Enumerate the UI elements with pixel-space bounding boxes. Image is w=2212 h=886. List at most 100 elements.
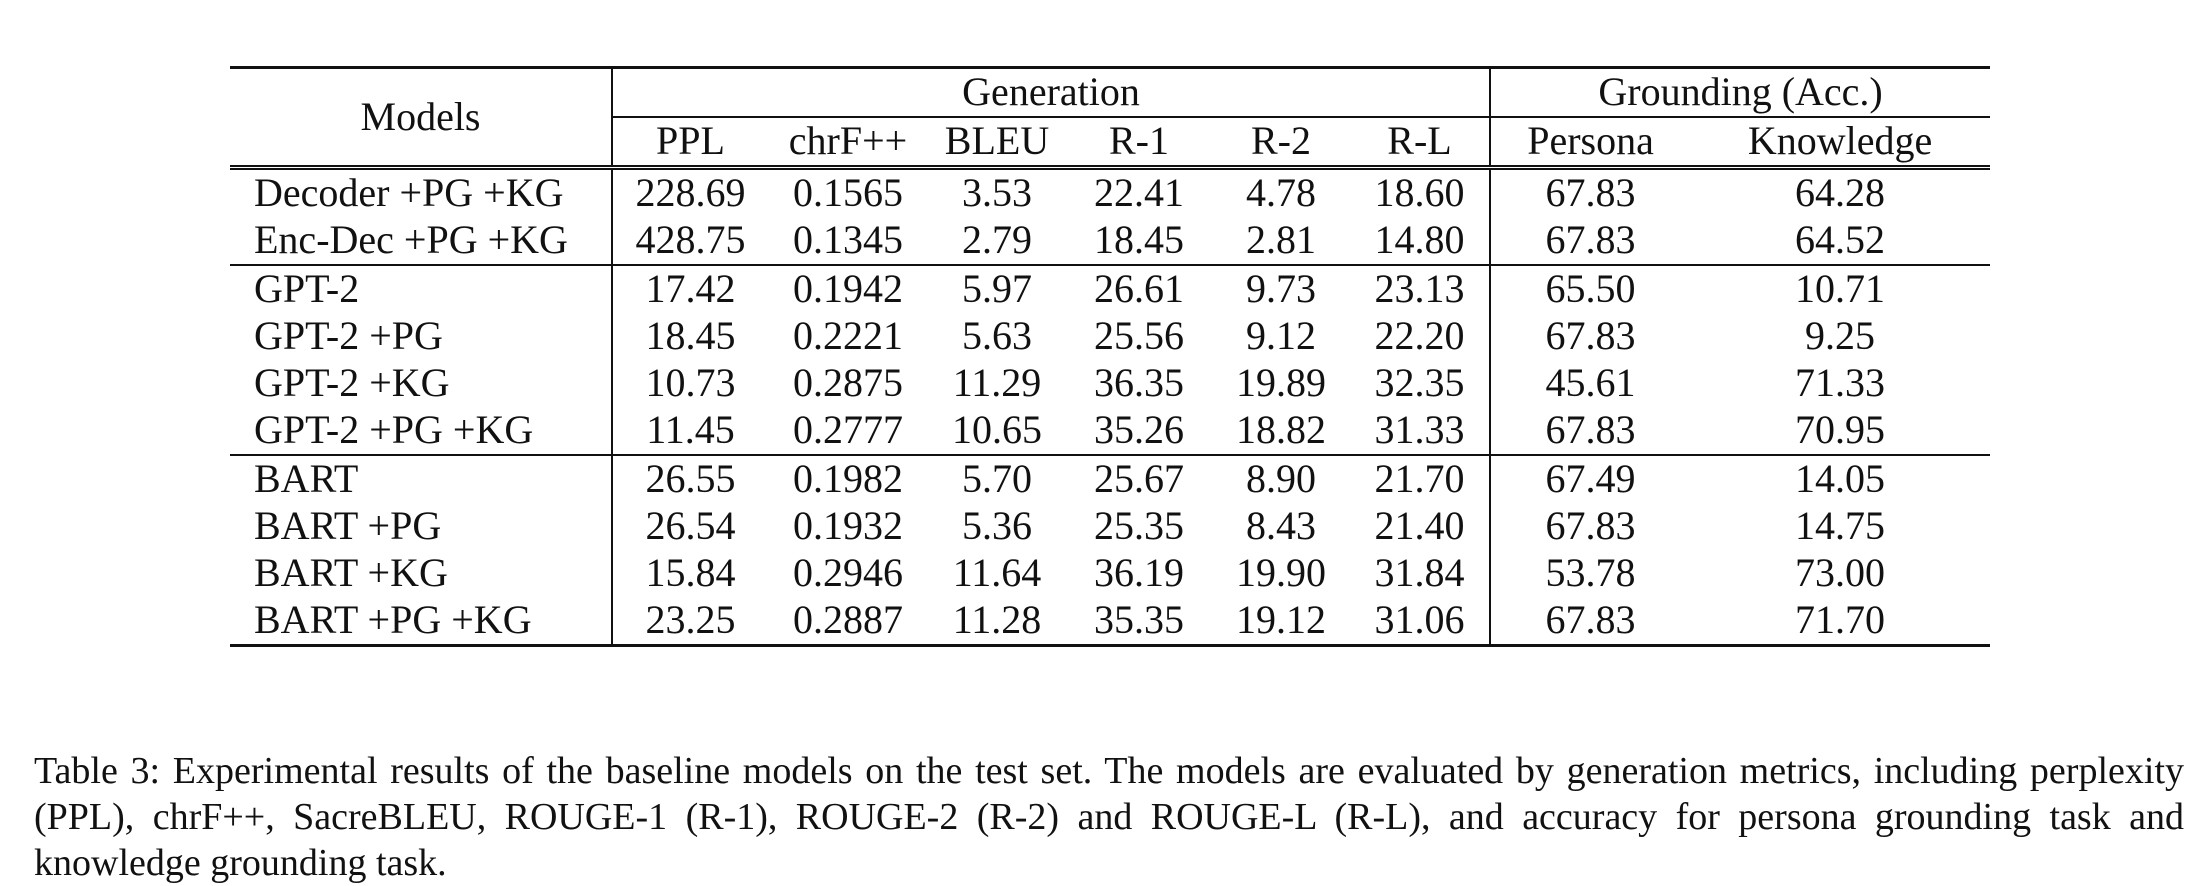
value-cell: 9.12 bbox=[1246, 313, 1316, 358]
table-header: Models Generation Grounding (Acc.) PPL c… bbox=[230, 67, 1991, 168]
value-cell: 31.06 bbox=[1350, 597, 1492, 646]
value-cell: 14.05 bbox=[1690, 454, 1991, 503]
value-cell: 5.36 bbox=[962, 503, 1032, 548]
table-row: GPT-2 +PG +KG 11.45 0.2777 10.65 35.26 18.82 3… bbox=[230, 407, 1990, 455]
model-name-cell: BART +PG +KG bbox=[230, 597, 613, 646]
value-cell: 36.35 bbox=[1094, 360, 1184, 405]
column-header-chrf: chrF++ bbox=[788, 118, 908, 163]
value-cell: 67.49 bbox=[1490, 454, 1691, 503]
value-cell: 14.75 bbox=[1795, 503, 1886, 548]
value-cell: 9.25 bbox=[1805, 313, 1876, 358]
value-cell: 23.25 bbox=[645, 597, 736, 642]
value-cell: 9.73 bbox=[1212, 264, 1350, 313]
value-cell: 67.83 bbox=[1545, 597, 1636, 642]
table-body: Decoder +PG +KG 228.69 0.1565 3.53 22.41 4.78… bbox=[230, 165, 1991, 646]
value-cell: 4.78 bbox=[1212, 165, 1350, 217]
table-row: GPT-2 +KG 10.73 0.2875 11.29 36.35 19.89 32.35… bbox=[230, 360, 1990, 407]
model-name-cell: BART bbox=[230, 454, 613, 503]
column-header-knowledge: Knowledge bbox=[1747, 118, 1933, 163]
value-cell: 35.26 bbox=[1094, 407, 1184, 452]
value-cell: 228.69 bbox=[612, 165, 768, 217]
model-name-cell: GPT-2 bbox=[230, 264, 613, 313]
value-cell: 18.60 bbox=[1350, 165, 1492, 217]
value-cell: 25.56 bbox=[1094, 313, 1184, 358]
value-cell: 22.41 bbox=[1066, 165, 1212, 217]
value-cell: 22.20 bbox=[1350, 313, 1492, 360]
value-cell: 428.75 bbox=[635, 217, 746, 262]
value-cell: 11.29 bbox=[952, 360, 1042, 405]
value-cell: 11.45 bbox=[646, 407, 735, 452]
value-cell: 26.55 bbox=[612, 454, 768, 503]
model-name-cell: Decoder +PG +KG bbox=[230, 165, 613, 217]
column-header-ppl: PPL bbox=[656, 118, 725, 163]
value-cell: 0.2887 bbox=[793, 597, 903, 642]
value-cell: 18.82 bbox=[1236, 407, 1326, 452]
value-cell: 2.79 bbox=[962, 217, 1032, 262]
value-cell: 17.42 bbox=[612, 264, 768, 313]
value-cell: 31.84 bbox=[1350, 550, 1492, 597]
table-row: Decoder +PG +KG 228.69 0.1565 3.53 22.41 4.78… bbox=[230, 165, 1991, 217]
column-header-r2: R-2 bbox=[1251, 118, 1311, 163]
model-name-cell: GPT-2 +PG +KG bbox=[230, 407, 613, 455]
value-cell: 21.70 bbox=[1350, 454, 1492, 503]
value-cell: 18.45 bbox=[1094, 217, 1184, 262]
generation-header: Generation bbox=[612, 67, 1492, 118]
column-header-bleu: BLEU bbox=[944, 118, 1050, 163]
column-header-rl: R-L bbox=[1350, 117, 1492, 168]
table-row: GPT-2 17.42 0.1942 5.97 26.61 9.73 23.13 65.50 1… bbox=[230, 264, 1991, 313]
value-cell: 67.83 bbox=[1545, 313, 1636, 358]
value-cell: 70.95 bbox=[1795, 407, 1886, 452]
value-cell: 25.67 bbox=[1066, 454, 1212, 503]
value-cell: 71.70 bbox=[1795, 597, 1886, 642]
value-cell: 2.81 bbox=[1246, 217, 1316, 262]
value-cell: 23.13 bbox=[1350, 264, 1492, 313]
grounding-header: Grounding (Acc.) bbox=[1490, 67, 1991, 118]
value-cell: 53.78 bbox=[1545, 550, 1636, 595]
value-cell: 64.28 bbox=[1690, 165, 1991, 217]
value-cell: 67.83 bbox=[1545, 217, 1636, 262]
value-cell: 0.2777 bbox=[793, 407, 903, 452]
value-cell: 26.61 bbox=[1066, 264, 1212, 313]
value-cell: 71.33 bbox=[1795, 360, 1886, 405]
value-cell: 5.63 bbox=[962, 313, 1032, 358]
value-cell: 73.00 bbox=[1795, 550, 1886, 595]
value-cell: 10.71 bbox=[1690, 264, 1991, 313]
value-cell: 0.2221 bbox=[793, 313, 903, 358]
value-cell: 0.1345 bbox=[793, 217, 903, 262]
column-header-r1: R-1 bbox=[1109, 118, 1169, 163]
value-cell: 0.1565 bbox=[768, 165, 928, 217]
model-name-cell: BART +KG bbox=[230, 550, 613, 597]
value-cell: 19.89 bbox=[1236, 360, 1326, 405]
value-cell: 65.50 bbox=[1490, 264, 1691, 313]
value-cell: 21.40 bbox=[1350, 503, 1492, 550]
model-name-cell: BART +PG bbox=[230, 503, 613, 550]
table-row: Enc-Dec +PG +KG 428.75 0.1345 2.79 18.45 2.81… bbox=[230, 217, 1990, 265]
table-row: GPT-2 +PG 18.45 0.2221 5.63 25.56 9.12 22.20 67… bbox=[230, 313, 1990, 360]
value-cell: 67.83 bbox=[1545, 503, 1636, 548]
value-cell: 15.84 bbox=[645, 550, 736, 595]
value-cell: 0.1942 bbox=[768, 264, 928, 313]
value-cell: 19.90 bbox=[1236, 550, 1326, 595]
value-cell: 45.61 bbox=[1545, 360, 1636, 405]
column-header-persona: Persona bbox=[1527, 118, 1654, 163]
value-cell: 0.1932 bbox=[793, 503, 903, 548]
value-cell: 5.97 bbox=[928, 264, 1066, 313]
models-header: Models bbox=[230, 67, 613, 168]
value-cell: 67.83 bbox=[1490, 165, 1691, 217]
value-cell: 8.90 bbox=[1212, 454, 1350, 503]
model-name-cell: GPT-2 +KG bbox=[230, 360, 613, 407]
table-row: BART +PG 26.54 0.1932 5.36 25.35 8.43 21.40 67.… bbox=[230, 503, 1990, 550]
table-caption: Table 3: Experimental results of the bas… bbox=[34, 750, 2184, 884]
value-cell: 26.54 bbox=[645, 503, 736, 548]
table-row: BART +PG +KG 23.25 0.2887 11.28 35.35 19.12 31… bbox=[230, 597, 1991, 646]
value-cell: 5.70 bbox=[928, 454, 1066, 503]
results-table: Models Generation Grounding (Acc.) PPL c… bbox=[230, 66, 1991, 647]
value-cell: 10.65 bbox=[952, 407, 1042, 452]
value-cell: 11.64 bbox=[952, 550, 1042, 595]
model-name-cell: Enc-Dec +PG +KG bbox=[230, 217, 613, 265]
results-table-container: Models Generation Grounding (Acc.) PPL c… bbox=[230, 66, 1991, 647]
value-cell: 0.2875 bbox=[793, 360, 903, 405]
value-cell: 25.35 bbox=[1094, 503, 1184, 548]
value-cell: 14.80 bbox=[1350, 217, 1492, 265]
value-cell: 36.19 bbox=[1094, 550, 1184, 595]
